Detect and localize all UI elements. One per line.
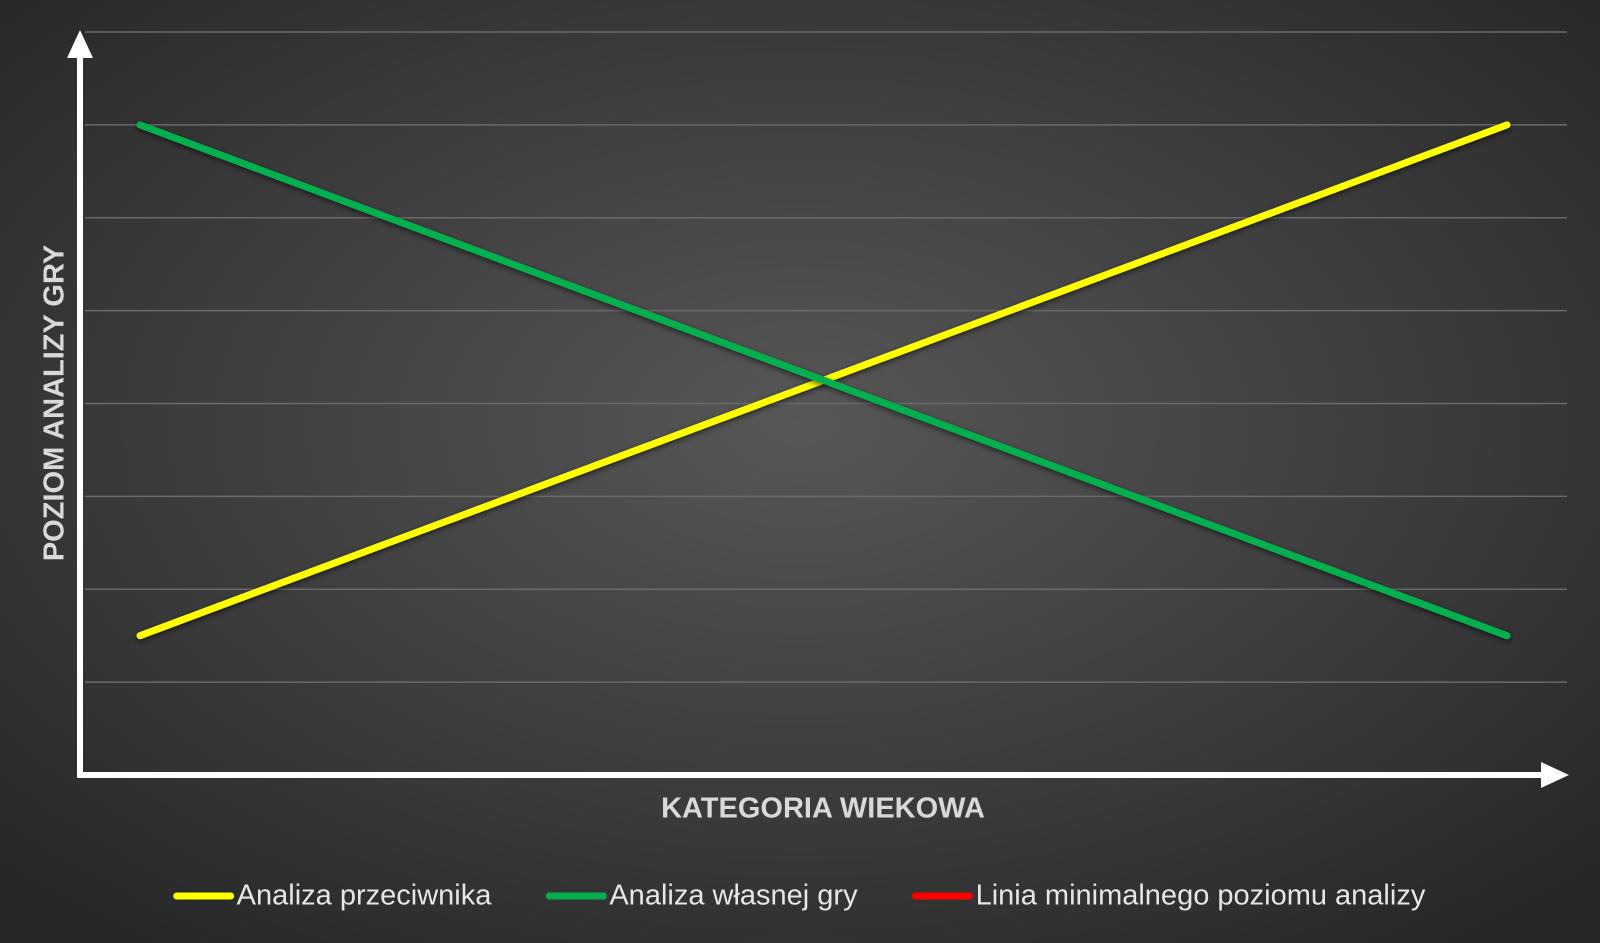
series-line (136, 121, 1511, 640)
x-axis-title: KATEGORIA WIEKOWA (661, 793, 985, 825)
legend-label: Analiza własnej gry (609, 880, 858, 912)
y-axis-title: POZIOM ANALIZY GRY (39, 245, 71, 561)
legend: Analiza przeciwnika Analiza własnej gry Li… (173, 880, 1426, 912)
legend-label: Linia minimalnego poziomu analizy (976, 880, 1426, 912)
legend-label: Analiza przeciwnika (237, 880, 493, 912)
axes (67, 30, 1569, 788)
x-axis-arrow (1541, 762, 1569, 788)
y-axis-arrow (67, 30, 93, 58)
